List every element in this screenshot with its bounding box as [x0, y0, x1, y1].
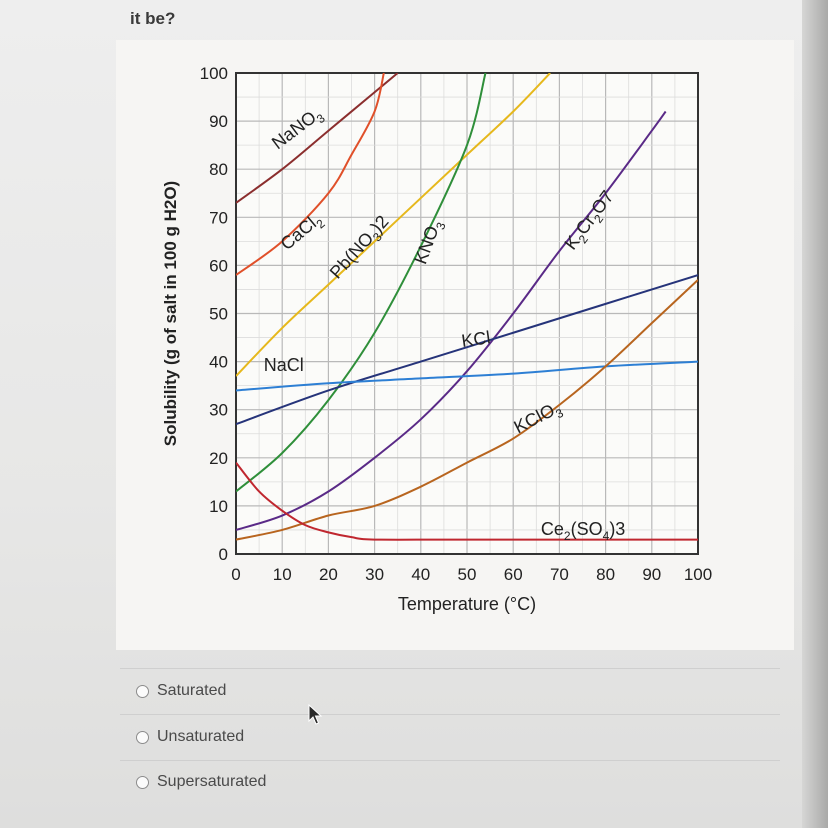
x-tick-label: 100 — [684, 565, 712, 584]
radio-icon[interactable] — [136, 730, 149, 744]
option-label: Saturated — [157, 682, 227, 699]
option-label: Supersaturated — [157, 773, 267, 790]
y-tick-label: 50 — [209, 305, 228, 324]
plot-border — [235, 72, 699, 555]
x-tick-label: 60 — [504, 565, 523, 584]
y-tick-label: 80 — [209, 160, 228, 179]
divider — [120, 760, 780, 761]
y-axis-label: Solubility (g of salt in 100 g H2O) — [161, 181, 180, 446]
mouse-pointer-icon — [308, 704, 323, 725]
window-edge — [802, 0, 828, 828]
x-tick-label: 90 — [642, 565, 661, 584]
series-line-k2cr2o7 — [236, 110, 667, 531]
x-tick-label: 30 — [365, 565, 384, 584]
x-tick-label: 20 — [319, 565, 338, 584]
y-tick-label: 20 — [209, 449, 228, 468]
divider — [120, 714, 780, 715]
y-tick-label: 40 — [209, 353, 228, 372]
y-tick-label: 70 — [209, 208, 228, 227]
series-group — [236, 73, 698, 541]
y-tick-label: 10 — [209, 497, 228, 516]
option-supersaturated[interactable]: Supersaturated — [136, 771, 266, 793]
x-tick-label: 40 — [411, 565, 430, 584]
curve-label: KCl — [460, 327, 492, 351]
series-line-pb-no3-2 — [236, 73, 551, 377]
series-line-kcl — [236, 274, 698, 426]
solubility-chart-svg: 0 10 20 30 40 50 60 70 80 90 100 0 10 20 30 40 50 60 70 80 9… — [161, 64, 712, 614]
x-tick-label: 70 — [550, 565, 569, 584]
y-tick-label: 90 — [209, 112, 228, 131]
x-axis-label: Temperature (°C) — [398, 594, 536, 614]
x-tick-label: 80 — [596, 565, 615, 584]
series-line-ce2-so4-3 — [236, 461, 698, 541]
question-text: it be? — [130, 9, 176, 28]
x-tick-label: 50 — [458, 565, 477, 584]
radio-icon[interactable] — [136, 684, 149, 698]
x-tick-label: 10 — [273, 565, 292, 584]
option-saturated[interactable]: Saturated — [136, 680, 226, 702]
divider — [120, 668, 780, 669]
x-tick-label: 0 — [231, 565, 240, 584]
curve-label: Ce2(SO4)3 — [541, 519, 625, 543]
series-line-kno3 — [236, 73, 487, 493]
series-line-cacl2 — [236, 73, 385, 276]
solubility-chart: 0 10 20 30 40 50 60 70 80 90 100 0 10 20 30 40 50 60 70 80 9… — [116, 40, 794, 650]
y-tick-label: 100 — [200, 64, 228, 83]
y-tick-label: 60 — [209, 256, 228, 275]
y-tick-label: 0 — [219, 545, 228, 564]
series-line-kclo3 — [236, 279, 698, 541]
option-unsaturated[interactable]: Unsaturated — [136, 726, 244, 748]
y-tick-label: 30 — [209, 401, 228, 420]
series-line-nacl — [236, 360, 698, 392]
option-label: Unsaturated — [157, 728, 245, 745]
radio-icon[interactable] — [136, 775, 149, 789]
curve-label: NaCl — [264, 355, 304, 375]
series-line-nano3 — [236, 73, 399, 204]
